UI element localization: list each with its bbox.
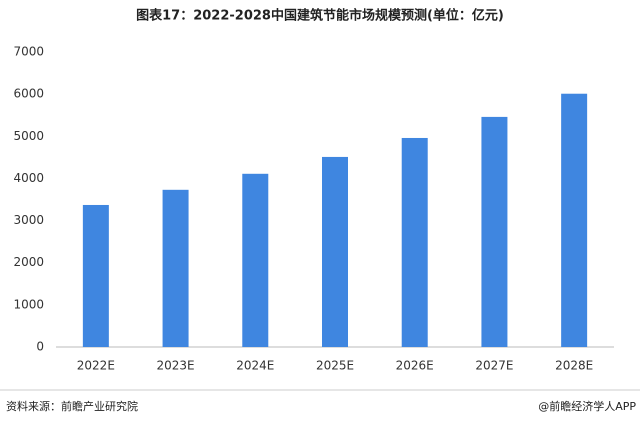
x-tick-label: 2022E xyxy=(77,359,115,373)
bar xyxy=(401,137,428,347)
x-tick-label: 2024E xyxy=(236,359,274,373)
source: 资料来源：前瞻产业研究院 xyxy=(6,399,138,413)
bar xyxy=(561,93,588,347)
y-tick-label: 4000 xyxy=(13,171,44,185)
y-tick-label: 2000 xyxy=(13,255,44,269)
bar xyxy=(481,116,508,348)
credit: @前瞻经济学人APP xyxy=(538,399,636,413)
y-tick-label: 6000 xyxy=(13,87,44,101)
x-tick-label: 2023E xyxy=(157,359,195,373)
y-tick-label: 3000 xyxy=(13,213,44,227)
x-tick-label: 2026E xyxy=(396,359,434,373)
y-tick-label: 5000 xyxy=(13,129,44,143)
bar xyxy=(82,204,109,347)
x-tick-label: 2025E xyxy=(316,359,354,373)
bar xyxy=(162,189,189,347)
y-tick-label: 7000 xyxy=(13,45,44,59)
y-tick-label: 0 xyxy=(36,340,44,354)
y-tick-label: 1000 xyxy=(13,297,44,311)
x-tick-label: 2027E xyxy=(475,359,513,373)
x-tick-label: 2028E xyxy=(555,359,593,373)
bar xyxy=(242,173,269,347)
bar xyxy=(322,156,348,347)
chart-title: 图表17：2022-2028中国建筑节能市场规模预测(单位：亿元) xyxy=(136,8,504,24)
